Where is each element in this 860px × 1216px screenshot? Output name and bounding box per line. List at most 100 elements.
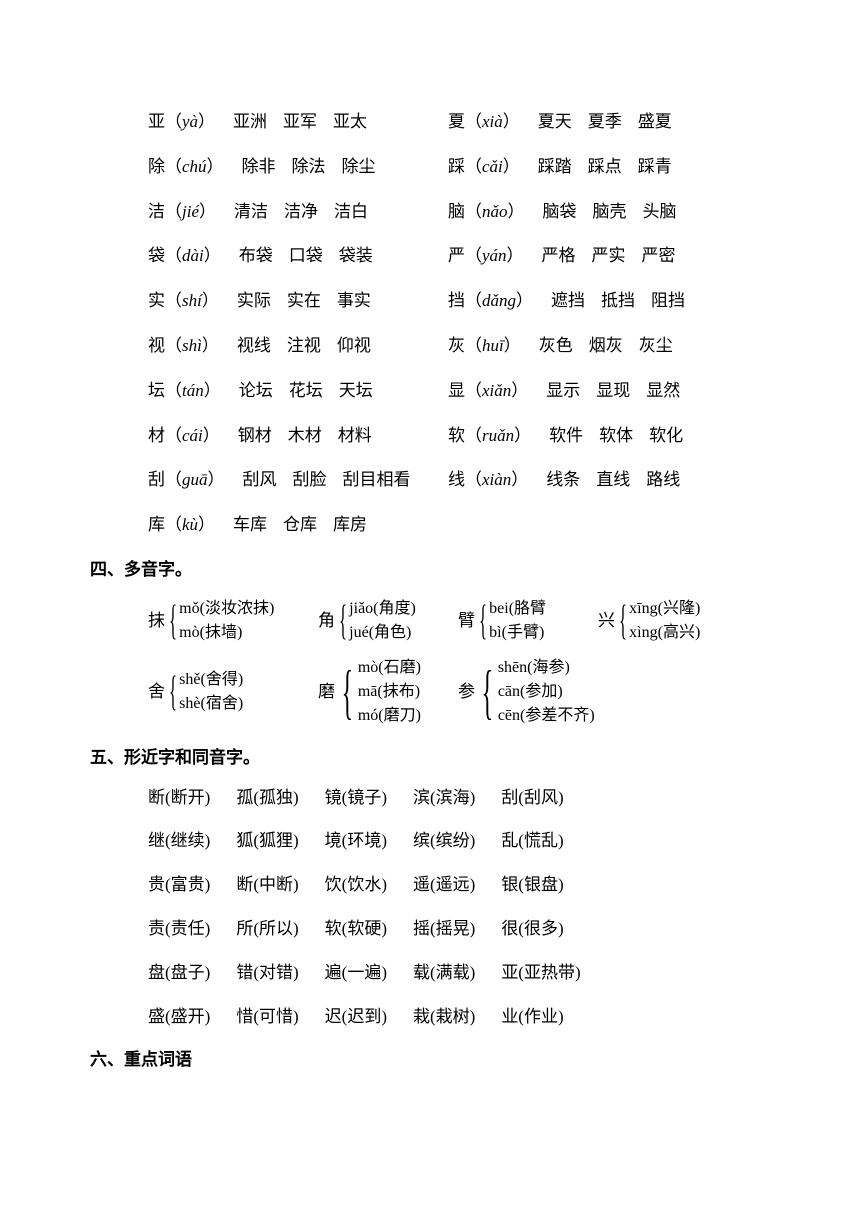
vocab-word: 材料 [338,426,372,445]
polyphonic-section: 抹{mǒ(淡妆浓抹)mò(抹墙)角{jiǎo(角度)jué(角色)臂{bei(胳… [90,598,770,728]
char-pinyin: 刮（guā） [148,468,225,492]
similar-item: 刮(刮风) [501,786,563,810]
vocab-right-col: 显（xiǎn） 显示显现显然 [448,379,680,403]
vocab-right-col: 严（yán）严格严实严密 [448,244,676,268]
poly-char: 抹 [148,609,165,633]
vocab-left-col: 库（kù）车库仓库库房 [148,513,448,537]
poly-reading: shě(舍得) [179,669,243,691]
similar-item: 业(作业) [501,1005,563,1029]
vocab-right-col: 线（xiàn） 线条直线路线 [448,468,680,492]
char-pinyin: 材（cái） [148,424,220,448]
vocab-word: 木材 [288,426,322,445]
char-pinyin: 视（shì） [148,334,219,358]
vocab-words: 线条直线路线 [546,468,680,492]
vocab-right-col: 灰（huī） 灰色烟灰灰尘 [448,334,673,358]
vocab-row: 刮（guā）刮风刮脸刮目相看线（xiàn）线条直线路线 [90,468,770,492]
brace-icon: { [479,609,487,634]
similar-row: 继(继续)狐(狐狸)境(环境)缤(缤纷)乱(慌乱) [148,829,770,853]
similar-item: 境(环境) [325,829,387,853]
poly-readings: jiǎo(角度)jué(角色) [349,598,416,645]
polyphonic-item: 抹{mǒ(淡妆浓抹)mò(抹墙) [148,598,318,645]
polyphonic-item: 角{jiǎo(角度)jué(角色) [318,598,458,645]
poly-reading: mó(磨刀) [358,705,421,727]
vocab-word: 袋装 [339,246,373,265]
char-pinyin: 挡（dǎng） [448,289,533,313]
similar-item: 很(很多) [501,917,563,941]
char-pinyin: 线（xiàn） [448,468,528,492]
poly-readings: bei(胳臂bì(手臂) [489,598,546,645]
vocab-words: 脑袋脑壳头脑 [543,200,677,224]
vocab-word: 亚太 [333,112,367,131]
vocab-word: 仓库 [283,515,317,534]
poly-reading: mā(抹布) [358,681,421,703]
polyphonic-item: 参{shēn(海参)cān(参加)cēn(参差不齐) [458,657,628,728]
vocab-row: 洁（jié）清洁洁净洁白脑（nǎo） 脑袋脑壳头脑 [90,200,770,224]
char-pinyin: 洁（jié） [148,200,216,224]
similar-item: 乱(慌乱) [501,829,563,853]
char-pinyin: 袋（dài） [148,244,221,268]
vocab-word: 直线 [596,470,630,489]
vocab-word: 软件 [549,426,583,445]
vocab-word: 严密 [642,246,676,265]
vocab-word: 库房 [333,515,367,534]
vocab-word: 除尘 [342,157,376,176]
vocab-word: 论坛 [239,381,273,400]
poly-reading: mǒ(淡妆浓抹) [179,598,274,620]
vocab-word: 头脑 [643,202,677,221]
vocab-right-col: 夏（xià）夏天夏季盛夏 [448,110,672,134]
similar-item: 软(软硬) [325,917,387,941]
vocab-word: 灰色 [539,336,573,355]
vocab-word: 刮脸 [293,470,327,489]
poly-reading: bei(胳臂 [489,598,546,620]
vocabulary-list: 亚（yà）亚洲亚军亚太夏（xià）夏天夏季盛夏除（chú）除非除法除尘踩（cǎi… [90,110,770,537]
polyphonic-item: 兴{xīng(兴隆)xìng(高兴) [598,598,738,645]
polyphonic-item: 舍{shě(舍得)shè(宿舍) [148,657,318,728]
vocab-words: 视线注视仰视 [237,334,371,358]
char-pinyin: 脑（nǎo） [448,200,525,224]
section-5-heading: 五、形近字和同音字。 [90,746,770,770]
poly-char: 舍 [148,680,165,704]
vocab-word: 抵挡 [601,291,635,310]
vocab-left-col: 洁（jié）清洁洁净洁白 [148,200,448,224]
char-pinyin: 灰（huī） [448,334,521,358]
vocab-word: 亚军 [283,112,317,131]
poly-reading: shè(宿舍) [179,693,243,715]
vocab-right-col: 软（ruǎn）软件软体软化 [448,424,683,448]
brace-icon: { [619,609,627,634]
similar-item: 载(满载) [413,961,475,985]
poly-reading: cēn(参差不齐) [498,705,595,727]
char-pinyin: 亚（yà） [148,110,215,134]
vocab-word: 显然 [646,381,680,400]
similar-item: 继(继续) [148,829,210,853]
similar-row: 盛(盛开)惜(可惜)迟(迟到)栽(栽树)业(作业) [148,1005,770,1029]
vocab-words: 车库仓库库房 [233,513,367,537]
vocab-row: 材（cái） 钢材木材材料 软（ruǎn）软件软体软化 [90,424,770,448]
char-pinyin: 除（chú） [148,155,224,179]
vocab-word: 实际 [237,291,271,310]
vocab-word: 显示 [546,381,580,400]
vocab-words: 钢材木材材料 [238,424,372,448]
vocab-row: 实（shí）实际实在事实挡（dǎng）遮挡抵挡阻挡 [90,289,770,313]
vocab-left-col: 袋（dài）布袋口袋袋装 [148,244,448,268]
char-pinyin: 显（xiǎn） [448,379,528,403]
vocab-word: 烟灰 [589,336,623,355]
vocab-words: 遮挡抵挡阻挡 [551,289,685,313]
vocab-word: 路线 [646,470,680,489]
poly-reading: mò(石磨) [358,657,421,679]
similar-item: 饮(饮水) [325,873,387,897]
vocab-word: 显现 [596,381,630,400]
poly-reading: jiǎo(角度) [349,598,416,620]
vocab-words: 软件软体软化 [549,424,683,448]
vocab-word: 视线 [237,336,271,355]
vocab-words: 灰色烟灰灰尘 [539,334,673,358]
similar-item: 栽(栽树) [413,1005,475,1029]
poly-reading: xīng(兴隆) [629,598,700,620]
vocab-word: 花坛 [289,381,323,400]
similar-item: 盛(盛开) [148,1005,210,1029]
similar-row: 责(责任)所(所以)软(软硬)摇(摇晃)很(很多) [148,917,770,941]
poly-readings: xīng(兴隆)xìng(高兴) [629,598,700,645]
similar-item: 遍(一遍) [325,961,387,985]
char-pinyin: 踩（cǎi） [448,155,520,179]
vocab-word: 踩青 [638,157,672,176]
char-pinyin: 实（shí） [148,289,219,313]
